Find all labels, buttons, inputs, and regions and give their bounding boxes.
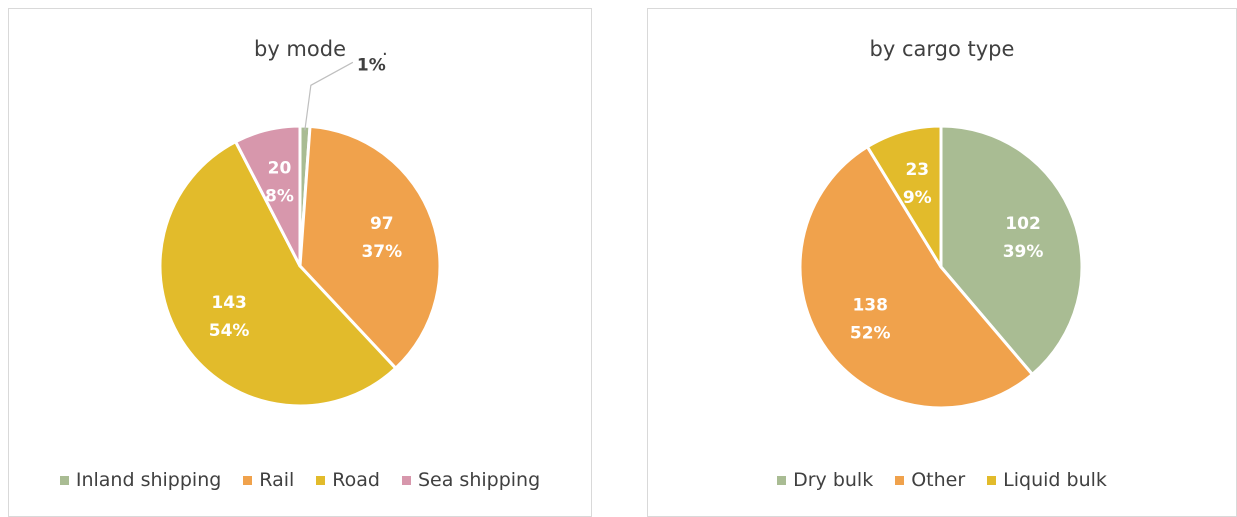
legend-item: Rail [243, 469, 294, 491]
legend-item: Dry bulk [777, 469, 873, 491]
pie-slice [158, 140, 398, 408]
data-label: 20 [268, 159, 292, 179]
data-label: 37% [361, 242, 402, 262]
chart-panel-by-cargo-type: by cargo type 102 39% 138 52% 23 9% Dry bulk … [647, 8, 1237, 517]
pie-slice [865, 124, 943, 269]
pie-slice [939, 124, 1084, 376]
legend-swatch [316, 475, 326, 485]
legend-label: Other [911, 469, 966, 491]
legend-item: Liquid bulk [987, 469, 1107, 491]
data-label: 143 [211, 293, 247, 313]
data-label: 23 [905, 160, 929, 180]
data-label: 54% [209, 321, 250, 341]
pie-chart-by-cargo-type: 102 39% 138 52% 23 9% [798, 124, 1084, 410]
pie-slice [234, 124, 302, 268]
legend-item: Inland shipping [59, 469, 222, 491]
legend-swatch [777, 475, 787, 485]
legend: Inland shipping Rail Road Sea shipping [9, 469, 591, 491]
legend-swatch [895, 475, 905, 485]
data-label: 8% [265, 187, 294, 207]
leader-line [304, 61, 354, 131]
chart-title: by cargo type [869, 37, 1015, 61]
data-label: 102 [1005, 214, 1041, 234]
pie-slice [298, 124, 442, 370]
legend-label: Liquid bulk [1003, 469, 1107, 491]
chart-panel-by-mode: by mode . 1% 97 37% 143 54% 20 8% Inland shipp… [8, 8, 592, 517]
data-label: 1% [357, 55, 386, 75]
legend-swatch [59, 475, 69, 485]
legend-swatch [243, 475, 253, 485]
data-label: 9% [903, 188, 932, 208]
pie-slice [798, 145, 1034, 410]
data-label: 39% [1003, 242, 1044, 262]
legend: Dry bulk Other Liquid bulk [648, 469, 1236, 491]
chart-title: by mode [254, 37, 346, 61]
data-label: 138 [852, 295, 888, 315]
data-label: 52% [850, 323, 891, 343]
legend-label: Inland shipping [75, 469, 222, 491]
legend-label: Dry bulk [793, 469, 874, 491]
legend-item: Road [316, 469, 380, 491]
legend-swatch [987, 475, 997, 485]
pie-chart-by-mode: 1% 97 37% 143 54% 20 8% [158, 55, 442, 408]
legend-label: Sea shipping [417, 469, 541, 491]
legend-swatch [401, 475, 411, 485]
legend-label: Road [332, 469, 380, 491]
data-label: 97 [370, 214, 394, 234]
legend-item: Sea shipping [401, 469, 541, 491]
legend-label: Rail [259, 469, 295, 491]
legend-item: Other [895, 469, 965, 491]
